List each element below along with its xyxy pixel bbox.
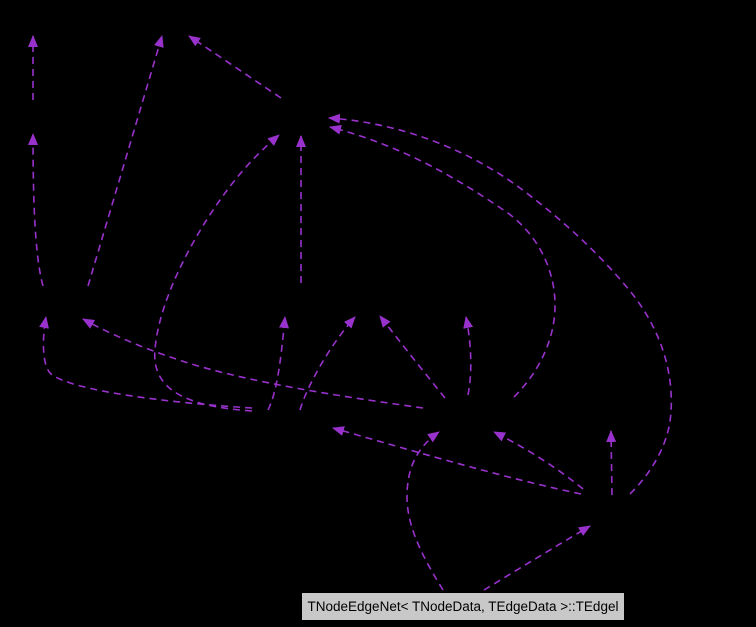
usage-edge <box>328 113 673 495</box>
usage-edge <box>483 525 591 591</box>
usage-edge <box>606 430 617 496</box>
usage-edge <box>39 316 253 409</box>
usage-edge <box>267 316 289 411</box>
usage-edge <box>154 134 280 412</box>
usage-edge <box>406 431 444 591</box>
usage-edge <box>28 133 44 287</box>
usage-edge <box>299 316 356 411</box>
usage-edge <box>188 35 282 99</box>
usage-edge <box>87 35 164 287</box>
graph-node-tedgel-label: TNodeEdgeNet< TNodeData, TEdgeData >::TE… <box>307 599 619 614</box>
graph-node-tedgel: TNodeEdgeNet< TNodeData, TEdgeData >::TE… <box>301 592 625 621</box>
usage-edge <box>463 316 474 396</box>
usage-edge <box>82 318 424 409</box>
usage-edge <box>329 124 556 398</box>
usage-edge <box>379 315 446 399</box>
usage-edge <box>493 431 584 490</box>
usage-edge <box>332 426 582 495</box>
